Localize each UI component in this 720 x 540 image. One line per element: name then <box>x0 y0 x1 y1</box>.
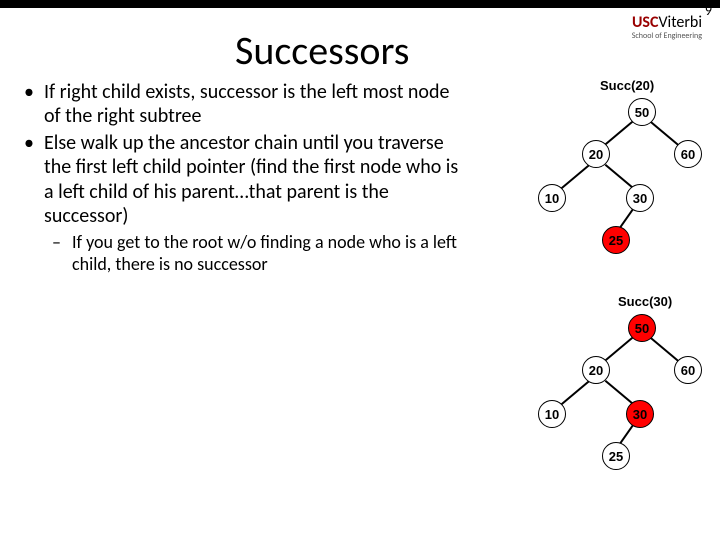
header-bar <box>0 0 720 8</box>
sub-bullet-item: – If you get to the root w/o finding a n… <box>52 232 464 276</box>
sub-bullet-marker: – <box>52 232 72 276</box>
tree1-node-60: 60 <box>674 140 702 168</box>
tree1-node-20: 20 <box>582 140 610 168</box>
tree1-node-25-highlight: 25 <box>602 226 630 254</box>
tree2-node-10: 10 <box>538 400 566 428</box>
bullet-item: • If right child exists, successor is th… <box>24 80 464 129</box>
usc-viterbi-logo: USCViterbi School of Engineering <box>632 14 702 40</box>
tree2-node-30-highlight: 30 <box>626 400 654 428</box>
tree1-label: Succ(20) <box>600 78 654 93</box>
bullet-text: Else walk up the ancestor chain until yo… <box>44 131 464 229</box>
tree-succ-20: Succ(20) 50 20 60 10 30 25 <box>470 70 720 270</box>
bullet-text: If right child exists, successor is the … <box>44 80 464 129</box>
tree1-node-30: 30 <box>626 184 654 212</box>
bullet-marker: • <box>24 80 44 129</box>
tree2-node-60: 60 <box>674 356 702 384</box>
page-number: 9 <box>705 2 712 19</box>
bullet-marker: • <box>24 131 44 229</box>
content-area: • If right child exists, successor is th… <box>24 80 464 276</box>
tree2-label: Succ(30) <box>618 294 672 309</box>
logo-subtitle: School of Engineering <box>632 32 702 41</box>
tree1-node-10: 10 <box>538 184 566 212</box>
logo-usc-text: USC <box>632 13 658 32</box>
bullet-item: • Else walk up the ancestor chain until … <box>24 131 464 229</box>
logo-viterbi-text: Viterbi <box>658 13 702 32</box>
sub-bullet-text: If you get to the root w/o finding a nod… <box>72 232 464 276</box>
tree2-node-25: 25 <box>602 442 630 470</box>
tree1-node-50: 50 <box>628 98 656 126</box>
tree2-node-50-highlight: 50 <box>628 314 656 342</box>
tree2-node-20: 20 <box>582 356 610 384</box>
tree-diagrams-area: Succ(20) 50 20 60 10 30 25 Succ(30) 50 2… <box>470 70 720 530</box>
tree-succ-30: Succ(30) 50 20 60 10 30 25 <box>470 286 720 486</box>
slide-title: Successors <box>235 26 409 75</box>
